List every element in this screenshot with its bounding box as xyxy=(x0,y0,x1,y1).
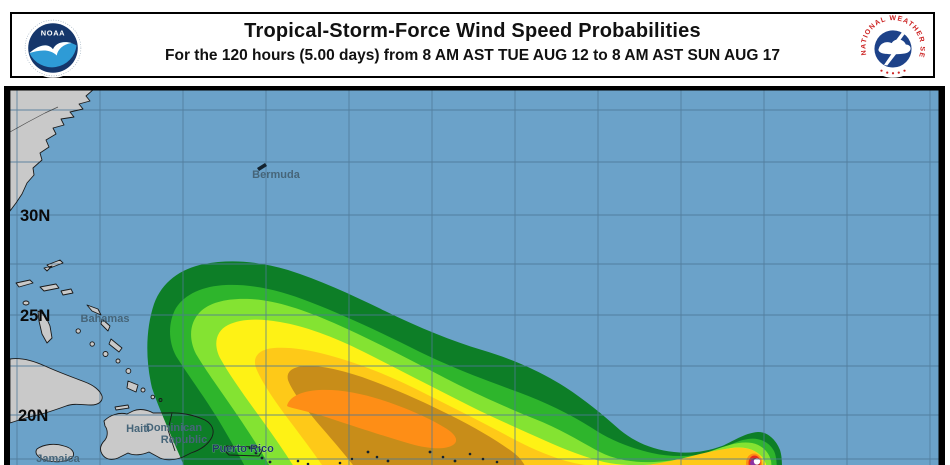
nws-lightning-icon xyxy=(884,32,905,66)
storm-center-marker xyxy=(753,458,761,465)
label-bermuda: Bermuda xyxy=(252,169,301,181)
label-puerto-rico: Puerto Rico xyxy=(212,443,274,455)
nws-logo: NATIONAL WEATHER SERVICE xyxy=(861,15,925,78)
wind-probability-swath xyxy=(147,261,782,465)
graticule xyxy=(10,90,939,465)
map-labels: 30N 25N 20N Bermuda Bahamas Haiti Domini… xyxy=(18,169,301,465)
label-bahamas: Bahamas xyxy=(81,313,130,325)
noaa-logo-text: NOAA xyxy=(41,29,65,38)
page-subtitle: For the 120 hours (5.00 days) from 8 AM … xyxy=(165,47,780,64)
lat-label-25n: 25N xyxy=(20,307,50,325)
haiti-dr-border xyxy=(167,412,176,452)
us-state-border xyxy=(10,106,59,133)
label-dominican-republic-line1: Dominican xyxy=(146,422,203,434)
label-haiti: Haiti xyxy=(126,423,150,435)
small-islands xyxy=(248,163,499,465)
lat-label-30n: 30N xyxy=(20,207,50,225)
header: NOAA NATIONAL WEATHER SERVICE Tropical-S… xyxy=(10,12,935,78)
coastlines xyxy=(10,90,263,463)
lat-label-20n: 20N xyxy=(18,407,48,425)
label-dominican-republic-line2: Republic xyxy=(161,434,207,446)
page-title: Tropical-Storm-Force Wind Speed Probabil… xyxy=(244,20,701,42)
map-border xyxy=(4,86,945,465)
noaa-logo: NOAA xyxy=(23,18,83,78)
bermuda-island xyxy=(257,163,267,171)
nws-logo-stars xyxy=(880,69,906,75)
noaa-seagull-icon xyxy=(29,42,72,56)
prob-band-7 xyxy=(287,389,457,449)
label-jamaica: Jamaica xyxy=(36,453,80,465)
